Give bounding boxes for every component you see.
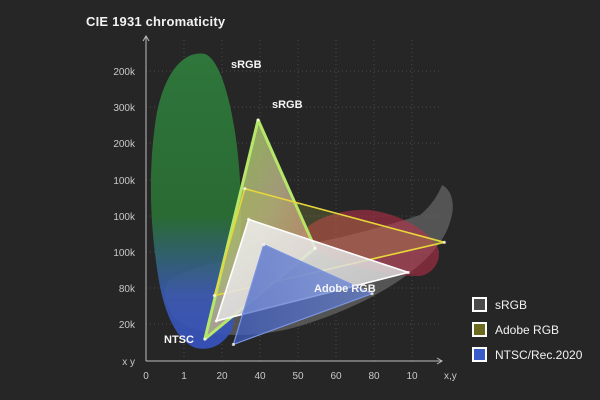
x-axis-label: x,y [444,371,457,382]
x-tick-label-2: 20 [216,371,228,382]
x-tick-label-4: 50 [292,371,304,382]
gamut-point-3-2 [231,342,235,347]
chart-title: CIE 1931 chromaticity [86,14,226,29]
gamut-point-1-2 [212,294,216,298]
gamut-point-3-1 [370,292,374,296]
x-tick-label-5: 60 [330,371,342,382]
legend-swatch-srgb [472,297,487,312]
gamut-point-2-0 [247,217,251,221]
legend-swatch-ntsc [472,347,487,362]
gamut-ntsc [232,244,373,345]
axes: 0 1 20 40 50 60 80 10 200k 300k 200k 100k 100k 100k 80… [113,35,457,382]
gamut-point-2-2 [214,319,218,323]
x-tick-label-0: 0 [143,371,149,382]
gamut-point-1-1 [442,240,446,244]
y-axis-arrow [142,35,150,42]
y-tick-label-0: 200k [113,67,136,78]
gamut-point-2-1 [406,270,410,275]
annotation-label-0: sRGB [231,59,262,71]
legend-swatch-adobe-rgb [472,322,487,337]
x-tick-label-6: 80 [368,371,380,382]
gamut-point-3-0 [262,243,266,247]
x-axis-arrow [436,357,443,365]
x-tick-label-7: 10 [406,371,418,382]
gamut-point-1-0 [243,187,247,191]
x-tick-label-1: 1 [181,371,187,382]
gamut-point-0-2 [203,337,207,341]
y-tick-label-4: 100k [113,212,136,223]
annotation-label-1: sRGB [272,99,303,111]
legend-label-ntsc: NTSC/Rec.2020 [495,347,583,362]
legend-item-srgb[interactable]: sRGB [472,296,582,313]
gamut-point-0-1 [313,246,317,250]
y-tick-label-3: 100k [113,176,136,187]
gamut-shapes [150,53,453,349]
annotation-label-3: NTSC [164,334,194,346]
legend-item-adobe-rgb[interactable]: Adobe RGB [472,321,582,338]
annotations: sRGB sRGB Adobe RGB NTSC [164,59,376,346]
red-region-shape [300,209,439,276]
y-tick-label-2: 200k [113,139,136,150]
legend-item-ntsc[interactable]: NTSC/Rec.2020 [472,346,582,363]
y-tick-label-7: 20k [119,320,136,331]
legend: sRGB Adobe RGB NTSC/Rec.2020 [472,296,582,371]
y-tick-label-1: 300k [113,103,136,114]
legend-label-adobe-rgb: Adobe RGB [495,322,560,337]
legend-label-srgb: sRGB [495,297,528,312]
annotation-label-2: Adobe RGB [314,283,376,295]
x-tick-label-3: 40 [254,371,266,382]
y-tick-label-5: 100k [113,248,136,259]
spectral-locus-shape [150,53,241,349]
y-axis-label: x y [122,357,135,368]
gamut-point-0-0 [256,118,260,122]
y-tick-label-6: 80k [119,284,136,295]
